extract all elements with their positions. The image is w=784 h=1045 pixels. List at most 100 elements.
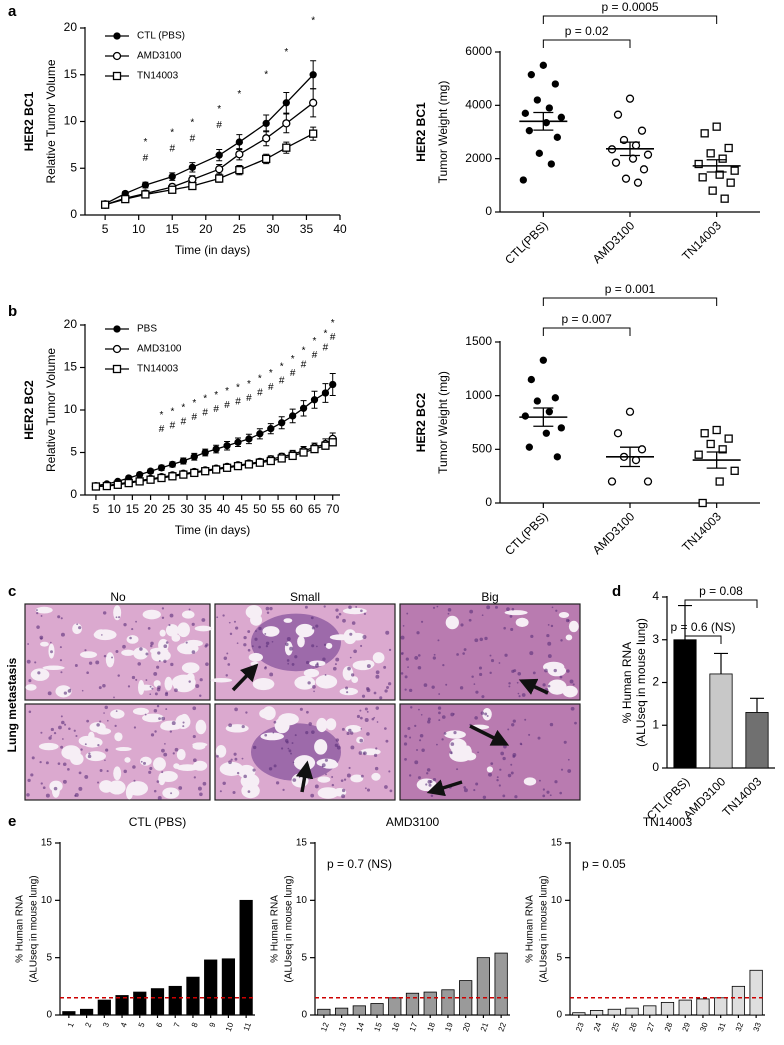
cell-nucleus — [518, 695, 521, 698]
cell-nucleus — [414, 760, 419, 765]
cell-nucleus — [335, 738, 340, 742]
cell-nucleus — [40, 731, 43, 734]
cell-nucleus — [202, 781, 207, 786]
legend-label: PBS — [137, 324, 157, 335]
cell-nucleus — [60, 715, 63, 718]
cell-nucleus — [438, 693, 441, 695]
cell-nucleus — [149, 693, 152, 696]
cell-nucleus — [384, 785, 388, 789]
cell-nucleus — [427, 779, 432, 784]
cell-nucleus — [204, 644, 208, 648]
cell-nucleus — [161, 771, 164, 774]
alveolus — [181, 610, 195, 619]
alveolus — [504, 610, 528, 616]
cell-nucleus — [228, 760, 232, 765]
marker — [310, 444, 319, 454]
significance-mark: # — [169, 144, 175, 155]
alveolus — [293, 755, 316, 771]
marker — [168, 472, 177, 481]
significance-mark: # — [202, 408, 208, 419]
x-axis-label: Time (in days) — [175, 243, 251, 257]
cell-nucleus — [348, 766, 351, 770]
cell-nucleus — [264, 666, 267, 669]
bar — [714, 997, 728, 1016]
cell-nucleus — [474, 638, 479, 643]
cell-nucleus — [334, 663, 337, 666]
marker — [310, 396, 319, 404]
cell-nucleus — [182, 721, 185, 724]
cell-nucleus — [117, 674, 120, 677]
marker — [607, 477, 617, 486]
x-tick-label: 5 — [102, 222, 109, 236]
cell-nucleus — [193, 758, 197, 763]
cell-nucleus — [508, 682, 511, 685]
cell-nucleus — [127, 685, 131, 688]
cell-nucleus — [436, 605, 439, 608]
x-tick-label: 14 — [355, 1021, 367, 1033]
cell-nucleus — [233, 620, 236, 623]
cell-nucleus — [313, 690, 315, 693]
cell-nucleus — [474, 716, 478, 720]
marker — [309, 71, 317, 79]
cell-nucleus — [122, 644, 126, 649]
marker — [625, 407, 635, 416]
marker — [625, 94, 635, 103]
cell-nucleus — [514, 795, 518, 799]
cell-nucleus — [498, 662, 501, 664]
x-tick-label: 10 — [224, 1021, 236, 1033]
alveolus — [115, 746, 132, 752]
cell-nucleus — [425, 783, 428, 786]
alveolus — [70, 752, 84, 765]
cell-nucleus — [551, 606, 554, 609]
alveolus — [113, 766, 122, 781]
alveolus — [35, 606, 53, 614]
cell-nucleus — [273, 764, 277, 768]
cell-nucleus — [76, 623, 78, 626]
significance-mark: # — [143, 153, 149, 164]
marker — [91, 482, 101, 491]
cell-nucleus — [359, 738, 364, 743]
alveolus — [124, 757, 131, 763]
cell-nucleus — [559, 791, 563, 795]
cell-nucleus — [420, 620, 424, 623]
cell-nucleus — [287, 662, 290, 665]
cell-nucleus — [473, 789, 476, 792]
cell-nucleus — [199, 678, 203, 682]
marker — [730, 466, 739, 475]
cell-nucleus — [496, 778, 499, 782]
sem-bar — [620, 446, 640, 468]
bar — [388, 997, 402, 1016]
significance-mark: * — [284, 47, 288, 58]
significance-mark: # — [159, 424, 165, 435]
arrow — [518, 678, 549, 695]
marker — [262, 134, 271, 143]
y-tick-label: 4000 — [465, 98, 492, 112]
cell-nucleus — [298, 776, 301, 779]
cell-nucleus — [95, 660, 100, 665]
cell-nucleus — [96, 723, 100, 727]
legend-label: AMD3100 — [137, 344, 182, 355]
cell-nucleus — [542, 794, 546, 798]
marker — [309, 129, 318, 138]
cell-nucleus — [266, 611, 270, 614]
x-tick-label: 10 — [107, 502, 121, 516]
bar — [334, 1007, 349, 1016]
cell-nucleus — [289, 646, 294, 651]
cell-nucleus — [360, 774, 364, 778]
cell-nucleus — [64, 723, 67, 726]
cell-nucleus — [78, 626, 82, 630]
alveolus — [195, 719, 207, 735]
legend-marker — [112, 71, 122, 81]
alveolus — [184, 639, 203, 647]
tumor-cluster — [251, 723, 341, 781]
alveolus — [181, 662, 200, 674]
alveolus — [108, 780, 126, 795]
cell-nucleus — [417, 666, 422, 670]
cell-nucleus — [149, 685, 152, 688]
cell-nucleus — [306, 710, 309, 714]
cell-nucleus — [158, 660, 161, 662]
significance-mark: # — [290, 368, 296, 379]
cell-nucleus — [350, 745, 355, 750]
column-label: Big — [481, 590, 498, 604]
cell-nucleus — [325, 773, 327, 776]
